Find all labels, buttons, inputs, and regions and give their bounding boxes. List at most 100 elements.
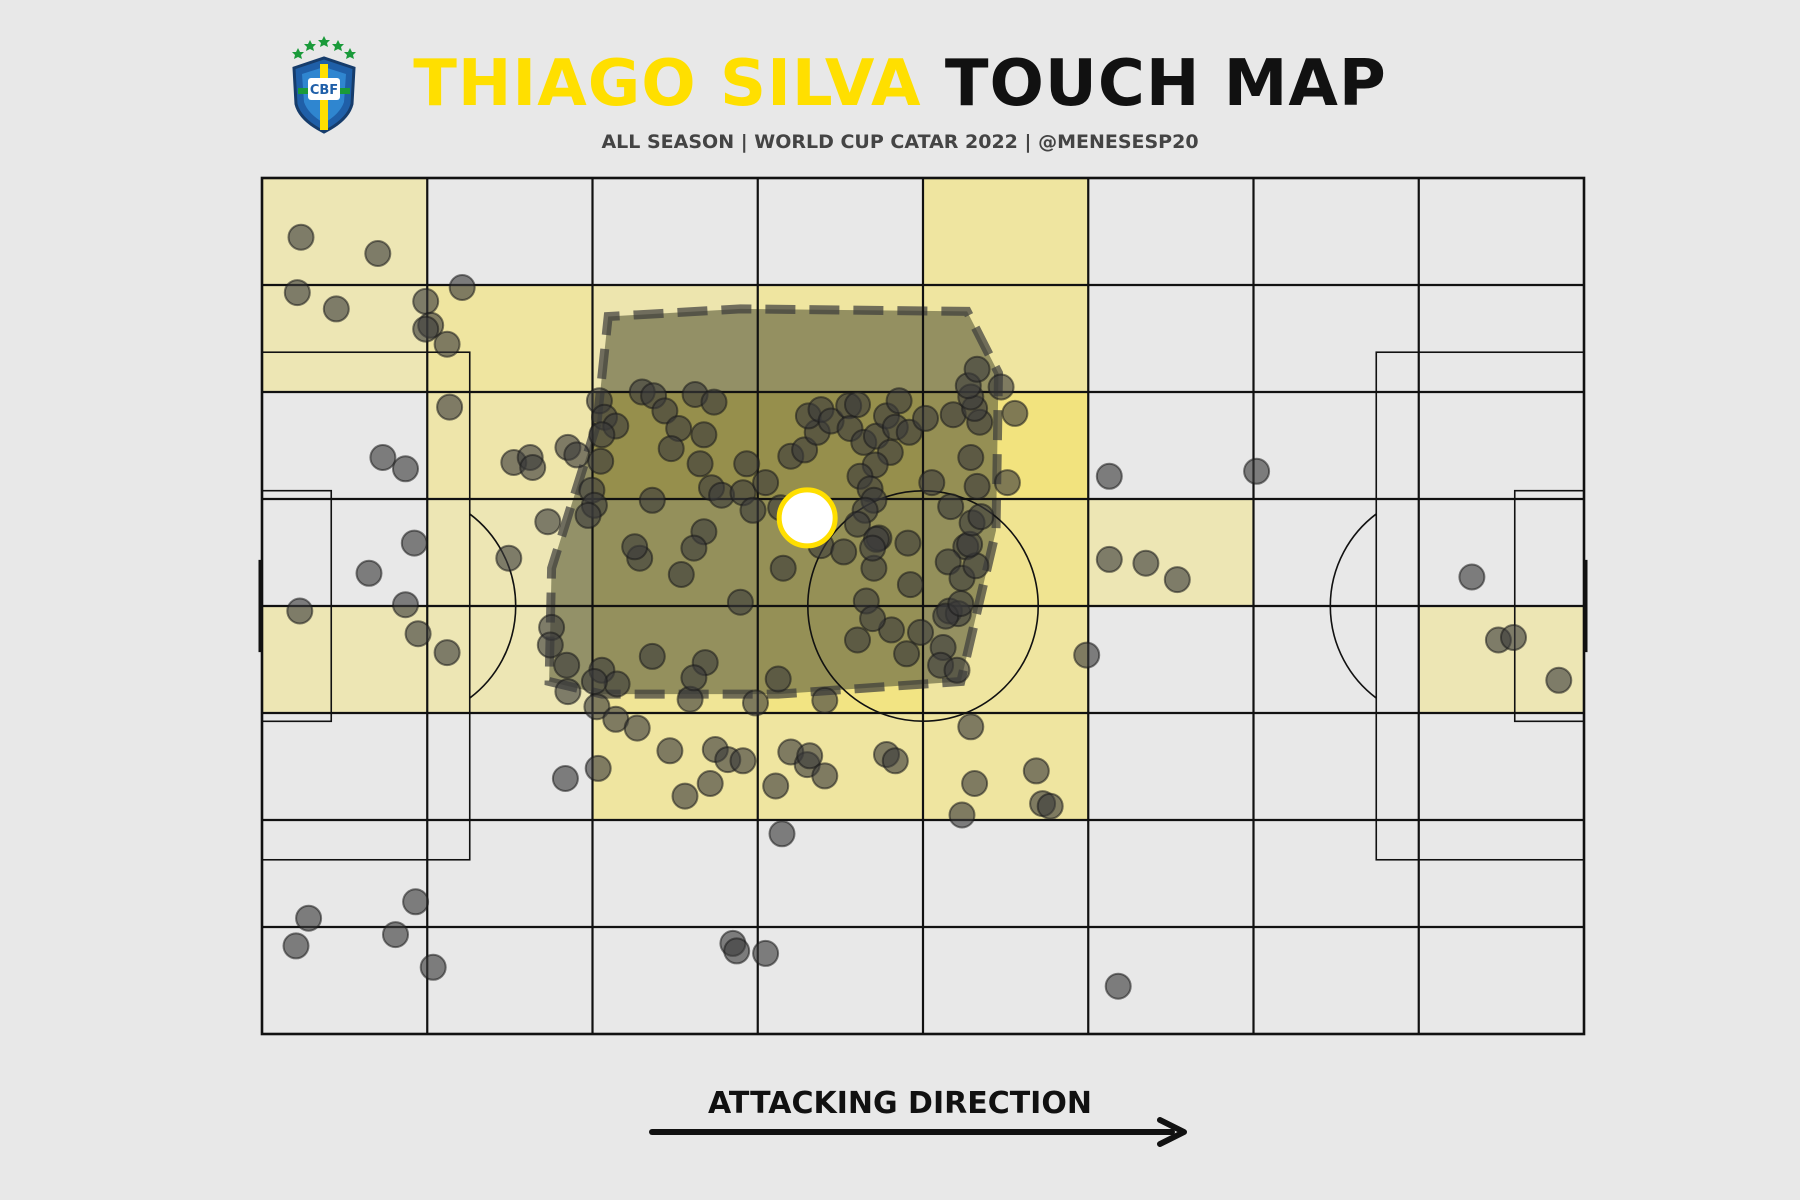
touch-point bbox=[495, 544, 523, 572]
touch-point bbox=[733, 450, 761, 478]
touch-point bbox=[554, 678, 582, 706]
touch-point bbox=[623, 714, 651, 742]
touch-point bbox=[534, 508, 562, 536]
touch-point bbox=[963, 472, 991, 500]
title-touch-map: TOUCH MAP bbox=[944, 47, 1387, 121]
arrow-right-icon bbox=[649, 1117, 1187, 1147]
touch-point bbox=[796, 742, 824, 770]
touch-point bbox=[563, 441, 591, 469]
touch-point bbox=[1458, 563, 1486, 591]
touch-point bbox=[844, 510, 871, 538]
star-icon bbox=[292, 36, 356, 59]
touch-point bbox=[957, 444, 985, 471]
touch-point bbox=[400, 529, 428, 557]
touch-point bbox=[587, 447, 615, 475]
touch-point bbox=[963, 355, 991, 383]
touch-point bbox=[580, 668, 608, 695]
touch-point bbox=[1095, 462, 1123, 490]
touch-point bbox=[657, 435, 685, 463]
touch-point bbox=[519, 454, 547, 481]
touch-point bbox=[752, 939, 780, 967]
cbf-crest-icon: CBF bbox=[292, 36, 356, 134]
touch-point bbox=[667, 561, 695, 588]
touch-point bbox=[726, 588, 754, 616]
touch-point bbox=[937, 493, 965, 521]
touch-point bbox=[584, 754, 612, 782]
chart-title: THIAGO SILVA TOUCH MAP bbox=[0, 44, 1800, 124]
heat-cell bbox=[923, 178, 1089, 285]
touch-point bbox=[369, 444, 397, 471]
touch-point bbox=[322, 295, 350, 323]
touch-point bbox=[987, 373, 1015, 401]
title-player-name: THIAGO SILVA bbox=[413, 47, 922, 121]
touch-point bbox=[433, 330, 461, 358]
touch-point bbox=[811, 762, 839, 790]
touch-point bbox=[680, 534, 708, 562]
touch-point bbox=[844, 391, 871, 419]
touch-point bbox=[830, 538, 858, 566]
touch-point bbox=[382, 921, 409, 949]
touch-point bbox=[811, 686, 839, 714]
touch-point bbox=[287, 223, 315, 251]
touch-point bbox=[402, 888, 430, 916]
touch-point bbox=[553, 651, 581, 679]
touch-point bbox=[1243, 457, 1271, 485]
left-penalty-arc bbox=[469, 513, 517, 699]
touch-point bbox=[918, 469, 946, 497]
touch-points bbox=[282, 223, 1573, 1000]
touch-point bbox=[364, 240, 392, 267]
touch-point bbox=[1001, 399, 1029, 427]
touch-point bbox=[948, 801, 976, 829]
touch-point bbox=[392, 591, 419, 619]
touch-point bbox=[355, 559, 383, 587]
touch-point bbox=[419, 953, 447, 981]
touch-point bbox=[752, 469, 780, 497]
heat-cell bbox=[1418, 606, 1584, 713]
touch-point bbox=[768, 820, 796, 848]
touch-point bbox=[947, 590, 975, 617]
touch-point bbox=[638, 486, 666, 514]
touch-point bbox=[1545, 666, 1573, 694]
touch-point bbox=[1036, 792, 1064, 820]
touch-point bbox=[656, 737, 684, 765]
touch-point bbox=[859, 534, 887, 562]
touch-point bbox=[961, 770, 989, 797]
touch-point bbox=[551, 765, 579, 792]
touch-point bbox=[739, 496, 767, 524]
touch-point bbox=[651, 397, 679, 425]
logo-text: CBF bbox=[310, 83, 338, 98]
touch-point bbox=[286, 597, 314, 625]
touch-point bbox=[957, 713, 985, 741]
touch-point bbox=[907, 618, 934, 646]
touch-point bbox=[894, 529, 922, 557]
touch-point bbox=[433, 639, 461, 667]
touch-point bbox=[1022, 757, 1050, 785]
touch-point bbox=[729, 747, 757, 775]
average-position-layer bbox=[776, 487, 838, 549]
touch-point bbox=[295, 904, 323, 932]
chart-subtitle: ALL SEASON | WORLD CUP CATAR 2022 | @MEN… bbox=[601, 131, 1199, 153]
touch-point bbox=[912, 404, 939, 432]
touch-point bbox=[583, 693, 611, 721]
touch-point bbox=[896, 571, 924, 599]
touch-point bbox=[638, 642, 666, 670]
touch-point bbox=[1163, 566, 1191, 594]
heat-cell bbox=[262, 606, 428, 713]
touch-point bbox=[588, 421, 616, 449]
right-six-yard-box bbox=[1513, 489, 1585, 723]
touch-point bbox=[436, 393, 464, 421]
touch-point bbox=[392, 455, 419, 483]
touch-point bbox=[993, 469, 1021, 497]
touch-point bbox=[686, 450, 714, 478]
touch-point bbox=[742, 689, 769, 717]
touch-point bbox=[283, 279, 311, 307]
touch-point bbox=[723, 937, 751, 965]
left-six-yard-box bbox=[261, 489, 333, 723]
touch-point bbox=[943, 656, 971, 684]
touch-point bbox=[603, 670, 631, 698]
touch-point bbox=[844, 626, 871, 654]
touch-point bbox=[764, 665, 792, 693]
touch-point bbox=[762, 772, 790, 800]
touch-point bbox=[881, 747, 909, 775]
